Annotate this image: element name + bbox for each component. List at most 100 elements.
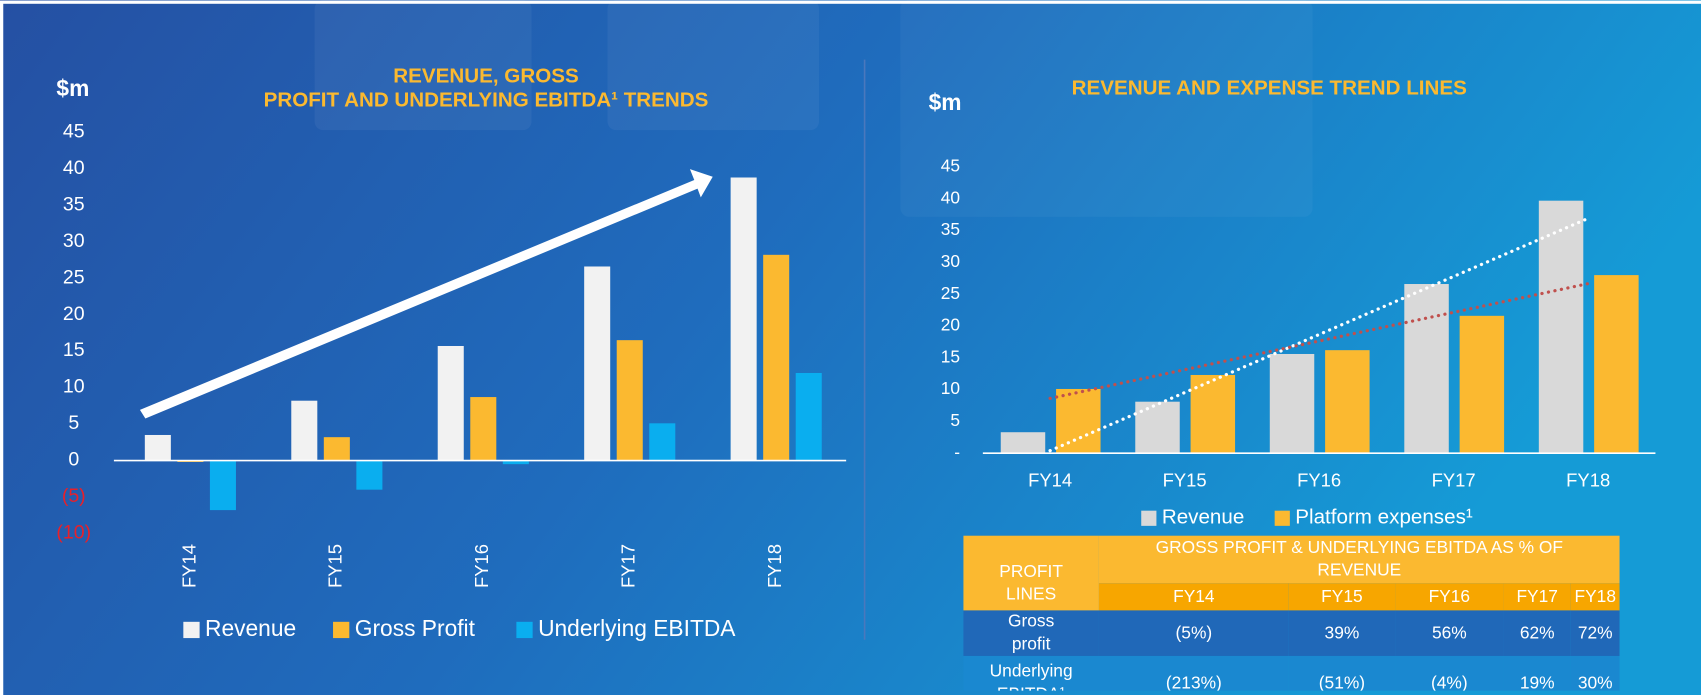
y-tick-label: 5 xyxy=(68,412,79,434)
bar xyxy=(730,177,757,461)
bar xyxy=(1135,401,1180,454)
bar xyxy=(649,423,676,461)
y-axis-label: $m xyxy=(929,89,962,115)
bar xyxy=(1459,315,1505,454)
y-tick-label: 35 xyxy=(63,193,85,215)
column-header: FY16 xyxy=(1428,587,1471,607)
table: PROFIT LINES GROSS PROFIT & UNDERLYING E… xyxy=(963,535,1620,691)
y-tick-label: 20 xyxy=(941,315,960,335)
chart-title: PROFIT AND UNDERLYING EBITDA¹ TRENDS xyxy=(264,88,709,111)
decor xyxy=(607,0,820,131)
y-tick-label: (5) xyxy=(62,485,86,507)
trend-line xyxy=(1048,282,1590,401)
y-axis-label: $m xyxy=(56,75,89,101)
chart-title: REVENUE AND EXPENSE TREND LINES xyxy=(1072,76,1467,99)
column-header: FY18 xyxy=(1574,587,1616,607)
table-cell: 56% xyxy=(1431,623,1467,643)
y-tick-label: 10 xyxy=(941,378,960,398)
bar xyxy=(1325,350,1370,454)
legend-swatch xyxy=(183,621,200,639)
bar xyxy=(1269,353,1315,454)
y-tick-label: 10 xyxy=(63,376,85,398)
table-cell: 62% xyxy=(1519,623,1555,643)
x-tick-label: FY17 xyxy=(1432,469,1476,490)
legend-label: Gross Profit xyxy=(355,615,476,641)
y-tick-label: 25 xyxy=(941,283,960,303)
x-tick-label: FY15 xyxy=(1163,469,1207,490)
trend-line xyxy=(1048,216,1590,453)
bar xyxy=(1594,275,1639,454)
bar xyxy=(437,345,464,461)
y-tick-label: 5 xyxy=(950,410,960,430)
header-cell: GROSS PROFIT & UNDERLYING EBITDA AS % OF… xyxy=(1155,538,1563,581)
y-tick-label: 25 xyxy=(63,266,85,288)
y-tick-label: 45 xyxy=(63,120,85,142)
y-tick-label: 15 xyxy=(63,339,85,361)
table-cell: (4%) xyxy=(1430,673,1468,691)
y-tick-label: 0 xyxy=(68,449,79,471)
bar xyxy=(584,266,611,461)
column-header: FY14 xyxy=(1173,587,1215,607)
bar xyxy=(1190,374,1236,454)
y-tick-label: 40 xyxy=(941,187,960,207)
table-wrap: PROFIT LINES GROSS PROFIT & UNDERLYING E… xyxy=(963,535,1620,691)
trend-arrow xyxy=(139,169,713,419)
row-label: Underlying EBITDA¹ xyxy=(989,662,1073,690)
bar xyxy=(291,400,318,461)
bar xyxy=(1000,432,1046,454)
legend-label: Revenue xyxy=(205,615,296,641)
row-label: Gross profit xyxy=(1007,612,1055,654)
bar xyxy=(209,460,236,511)
bar xyxy=(1404,284,1449,454)
y-tick-label: 15 xyxy=(941,346,960,366)
column-header: FY15 xyxy=(1321,587,1363,607)
chart-title: REVENUE, GROSS xyxy=(393,64,578,87)
table-cell: 39% xyxy=(1324,623,1360,643)
x-tick-label: FY18 xyxy=(764,544,785,588)
y-tick-label: 45 xyxy=(941,156,960,176)
bar xyxy=(470,397,497,461)
decor xyxy=(314,0,532,131)
table-cell: (213%) xyxy=(1165,673,1222,691)
x-tick-label: FY16 xyxy=(1297,469,1341,490)
bar xyxy=(356,460,383,490)
table-cell: (5%) xyxy=(1175,623,1213,643)
x-tick-label: FY17 xyxy=(618,544,639,588)
legend-swatch xyxy=(516,621,533,639)
legend-swatch xyxy=(333,621,350,639)
y-tick-label: 35 xyxy=(941,219,960,239)
x-tick-label: FY14 xyxy=(178,544,199,588)
bar xyxy=(323,437,350,461)
bar xyxy=(763,254,790,461)
legend-swatch xyxy=(1141,510,1157,526)
x-tick-label: FY16 xyxy=(471,544,492,588)
table-cell: 19% xyxy=(1519,673,1555,691)
legend-swatch xyxy=(1274,510,1290,526)
x-tick-label: FY18 xyxy=(1566,469,1610,490)
table-cell: (51%) xyxy=(1318,673,1366,691)
column-header: FY17 xyxy=(1516,587,1558,607)
y-tick-label: (10) xyxy=(56,522,91,544)
header-cell: PROFIT LINES xyxy=(999,562,1063,604)
bar xyxy=(1538,200,1584,454)
y-tick-label: - xyxy=(954,442,960,462)
x-tick-label: FY14 xyxy=(1028,469,1072,490)
bar xyxy=(1056,388,1101,454)
y-tick-label: 30 xyxy=(941,251,960,271)
bar xyxy=(502,460,529,465)
table-cell: 30% xyxy=(1577,673,1613,691)
legend-label: Underlying EBITDA xyxy=(538,615,736,641)
y-tick-label: 40 xyxy=(63,157,85,179)
bar xyxy=(616,340,643,461)
y-tick-label: 20 xyxy=(63,303,85,325)
y-tick-label: 30 xyxy=(63,230,85,252)
decor xyxy=(900,0,1313,217)
bar xyxy=(795,372,822,461)
legend-label: Platform expenses¹ xyxy=(1295,506,1473,529)
x-tick-label: FY15 xyxy=(325,544,346,588)
bar xyxy=(144,434,171,461)
legend-label: Revenue xyxy=(1162,506,1244,529)
